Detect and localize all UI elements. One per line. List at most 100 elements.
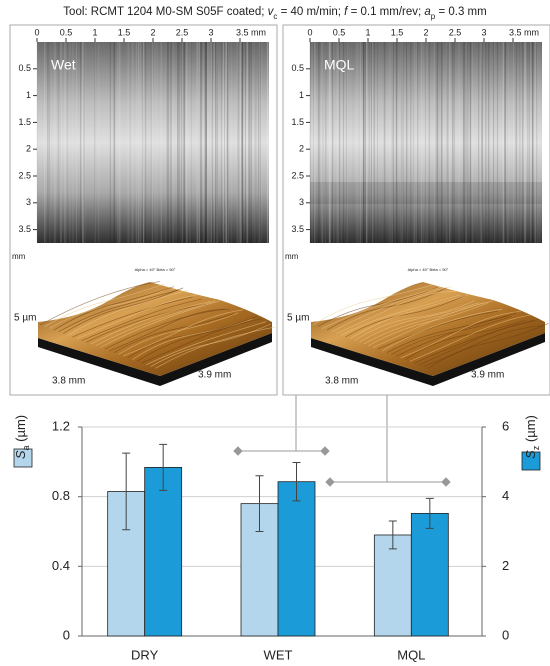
surface-ridge: [146, 321, 267, 366]
surface-ridge: [86, 303, 207, 343]
surface-ridge: [419, 319, 540, 366]
surface-ridge: [95, 300, 216, 347]
title-part: c: [273, 12, 277, 21]
surface-ridge: [122, 309, 244, 357]
y2-tick-label: 6: [502, 418, 509, 433]
surface-ridge: [326, 287, 448, 331]
y-tick-label: 1: [299, 90, 304, 100]
surface-ridge: [118, 312, 239, 355]
y-tick-label: 0.5: [291, 63, 304, 73]
x-tick-label: 1: [92, 27, 97, 37]
surface-ridge: [58, 289, 179, 333]
x-tick-label: 2: [150, 27, 155, 37]
surface-ridge: [44, 283, 165, 328]
surface-ridge: [90, 300, 211, 345]
title-part: a: [424, 6, 430, 18]
axis-label-unit: (µm): [13, 415, 28, 446]
y-unit: mm: [285, 252, 299, 261]
x-tick-label: 0.5: [333, 27, 346, 37]
surface-ridge: [62, 287, 184, 334]
x-tick-label: 3.5 mm: [509, 27, 539, 37]
surface-ridge: [39, 281, 161, 326]
surface-ridge: [391, 315, 512, 355]
x-tick-label: 2: [423, 27, 428, 37]
y2-tick-label: 2: [502, 558, 509, 573]
panel-label: MQL: [324, 57, 355, 73]
surface-ridge: [395, 312, 517, 357]
y-tick-label: 2.5: [291, 170, 304, 180]
y-tick-label: 1: [26, 90, 31, 100]
surface-ridge: [372, 300, 494, 348]
y-unit: mm: [12, 252, 26, 261]
y2-tick-label: 0: [502, 627, 509, 642]
scan-band: [310, 182, 542, 204]
axis-label-sub: z: [531, 445, 541, 450]
surface-ridge: [72, 296, 193, 338]
y-tick-label: 1.5: [18, 117, 31, 127]
y-tick-label: 2.5: [18, 170, 31, 180]
x-tick-label: DRY: [131, 647, 159, 662]
surface-ridge: [414, 320, 535, 364]
title-part: = 0.3 mm: [435, 6, 486, 18]
x-tick-label: 3: [481, 27, 486, 37]
x-tick-label: 0: [307, 27, 312, 37]
x-tick-label: WET: [264, 647, 293, 662]
title-part: p: [431, 12, 436, 21]
surface: [38, 282, 272, 376]
surface-ridge: [331, 286, 452, 333]
surface-ridge: [49, 287, 170, 329]
x-tick-label: 2.5: [176, 27, 189, 37]
z-label: 5 µm: [287, 313, 309, 324]
surface-ridge: [423, 325, 544, 367]
surface-ridge: [405, 319, 526, 360]
z-label: 5 µm: [14, 313, 36, 324]
error-bar: [255, 475, 264, 532]
surface-ridge: [67, 289, 188, 336]
y-tick-label: 0.5: [18, 63, 31, 73]
axis-label-sub: a: [21, 445, 31, 450]
surface-ridge: [363, 302, 484, 345]
y-tick-label: 3: [26, 197, 31, 207]
surface-ridge: [317, 286, 438, 328]
diamond: [233, 446, 330, 456]
surface-ridge: [349, 293, 471, 340]
x-tick-label: 2.5: [449, 27, 462, 37]
error-bar: [425, 497, 434, 529]
panel-label: Wet: [51, 57, 76, 73]
panel-frame: [9, 24, 278, 396]
surface-ridge: [109, 308, 230, 352]
axis-label: Sz (µm): [523, 415, 541, 459]
surface-ridge: [312, 284, 434, 326]
surface-ridge: [377, 310, 498, 350]
view-label: Alpha = 40° Beta = 50°: [135, 267, 176, 272]
surface-ridge: [409, 314, 530, 362]
bar: [410, 512, 449, 637]
title-part: = 40 m/min;: [277, 6, 344, 18]
x-tick-label: 0: [34, 27, 39, 37]
y-tick-label: 1.2: [52, 418, 70, 433]
title-part: f: [344, 6, 349, 18]
axis-label-base: S: [523, 450, 538, 459]
diamond: [325, 477, 451, 487]
surface-side: [38, 333, 272, 386]
surface-ridge: [368, 302, 489, 347]
x-tick-label: 1.5: [118, 27, 131, 37]
x-tick-label: 1: [365, 27, 370, 37]
y-tick-label: 2: [299, 144, 304, 154]
view-label: Alpha = 40° Beta = 50°: [408, 267, 449, 272]
error-bar: [122, 452, 131, 531]
x-label: 3.9 mm: [198, 370, 231, 381]
bar: [373, 534, 412, 637]
axis-label-base: S: [13, 450, 28, 459]
axis-label: Sa (µm): [13, 415, 31, 459]
y-tick-label: 0.8: [52, 488, 70, 503]
surface-ridge: [53, 286, 174, 331]
bar: [144, 467, 183, 637]
y-tick-label: 0: [63, 627, 70, 642]
error-bar: [292, 462, 301, 502]
x-tick-label: 1.5: [391, 27, 404, 37]
x-label: 3.8 mm: [52, 376, 85, 387]
title-part: v: [268, 6, 275, 18]
surface-ridge: [113, 313, 234, 353]
